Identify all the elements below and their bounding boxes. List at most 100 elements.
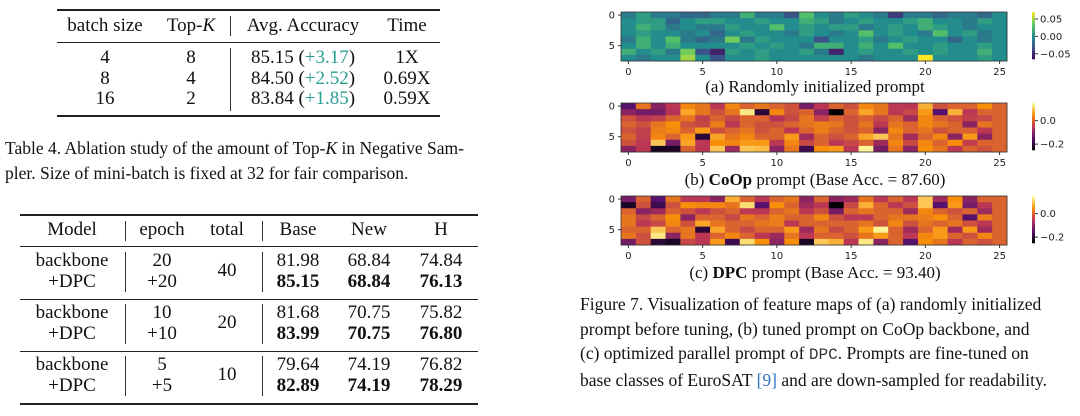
y-tick-label: 5 — [609, 41, 615, 52]
heatmap-cell — [888, 145, 904, 153]
heatmap-cell — [873, 36, 889, 44]
header-top-k: Top-K — [153, 16, 229, 36]
heatmap-cell — [710, 220, 726, 228]
heatmap-cell — [977, 220, 993, 228]
heatmap-cell — [665, 121, 681, 128]
heatmap-cell — [814, 18, 830, 25]
heatmap-frame — [620, 195, 1008, 246]
colorbar-segment — [1032, 19, 1035, 21]
column-divider — [262, 252, 263, 292]
heatmap-cell — [932, 12, 949, 19]
heatmap-cell — [828, 54, 845, 62]
heatmap-cell — [635, 145, 652, 153]
heatmap-cell — [784, 202, 800, 209]
heatmap-cell — [917, 115, 934, 122]
heatmap-cell — [724, 196, 741, 203]
heatmap-cell — [917, 36, 934, 44]
heatmap-cell — [858, 133, 874, 141]
heatmap-cell — [917, 196, 934, 203]
heatmap-cell — [917, 18, 934, 25]
epoch-cell: 5 — [157, 354, 167, 375]
heatmap-cell — [977, 196, 993, 203]
heatmap-cell — [754, 208, 770, 215]
heatmap-cell — [680, 220, 696, 228]
colorbar-segment — [1032, 144, 1035, 146]
heatmap-cell — [992, 36, 1008, 44]
heatmap-cell — [917, 208, 934, 215]
heatmap-cell — [873, 24, 889, 31]
column-divider — [262, 221, 263, 241]
heatmap-cell — [873, 133, 889, 141]
heatmap-cell — [873, 109, 889, 116]
heatmap-cell — [858, 109, 874, 116]
colorbar-segment — [1032, 224, 1035, 226]
accuracy-gain: +2.52 — [304, 67, 349, 89]
heatmap-cell — [754, 54, 770, 62]
heatmap-cell — [843, 145, 859, 153]
heatmap-cell — [814, 30, 830, 37]
accuracy-gain: +3.17 — [304, 47, 349, 68]
heatmap-cell — [977, 121, 993, 128]
heatmap-cell — [932, 238, 949, 246]
heatmap-cell — [962, 226, 978, 234]
column-divider — [262, 356, 263, 396]
heatmap-cell — [903, 196, 919, 203]
heatmap-cell — [903, 238, 919, 246]
heatmap-cell — [828, 121, 845, 128]
heatmap-cell — [843, 220, 859, 228]
heatmap-cell — [739, 48, 756, 56]
accuracy-value: 84.50 — [250, 67, 294, 89]
heatmap-cell — [665, 103, 681, 110]
subfigure-caption-c: (c) DPC prompt (Base Acc. = 93.40) — [615, 263, 1015, 283]
heatmap-cell — [903, 109, 919, 116]
y-tick-label: 5 — [609, 132, 615, 143]
citation-link[interactable]: [9] — [756, 369, 777, 390]
heatmap-cell — [843, 127, 859, 135]
heatmap-cell — [621, 226, 637, 234]
h-cell: 74.84 — [419, 250, 463, 271]
heatmap-cell — [739, 30, 756, 37]
colorbar-segment — [1032, 103, 1035, 105]
model-cell: +DPC — [48, 375, 96, 396]
heatmap-cell — [621, 139, 637, 147]
heatmap-cell — [962, 208, 978, 215]
heatmap-cell — [858, 220, 874, 228]
x-tick-label: 15 — [845, 251, 858, 262]
heatmap-cell — [724, 48, 741, 56]
colorbar-segment — [1032, 132, 1035, 134]
heatmap-cell — [858, 121, 874, 128]
heatmap-cell — [843, 139, 859, 147]
heatmap-cell — [724, 220, 741, 228]
colorbar-segment — [1032, 17, 1035, 20]
heatmap-cell — [903, 133, 919, 141]
heatmap-cell — [992, 238, 1008, 246]
colorbar-segment — [1032, 206, 1035, 209]
heatmap-cell — [665, 24, 681, 31]
heatmap-cell — [903, 54, 919, 62]
heatmap-cell — [784, 232, 800, 240]
heatmap-cell — [858, 115, 874, 122]
colorbar-segment — [1032, 240, 1035, 243]
heatmap-cell — [739, 220, 756, 228]
accuracy-gain: +1.85 — [304, 88, 349, 109]
heatmap-cell — [680, 214, 696, 221]
colorbar-segment — [1032, 199, 1035, 201]
heatmap-cell — [932, 36, 949, 44]
heatmap-cell — [695, 202, 711, 209]
heatmap-cell — [814, 109, 830, 116]
h-cell: 75.82 — [419, 302, 463, 323]
heatmap-cell — [754, 133, 770, 141]
column-divider — [125, 252, 126, 292]
heatmap-cell — [635, 36, 652, 44]
heatmap-cell — [962, 109, 978, 116]
heatmap-cell — [962, 145, 978, 153]
colorbar-segment — [1032, 24, 1035, 27]
heatmap-cell — [858, 145, 874, 153]
heatmap-cell — [621, 24, 637, 31]
heatmap-cell — [635, 208, 652, 215]
colorbar-segment — [1032, 51, 1035, 54]
heatmap-cell — [784, 220, 800, 228]
heatmap-cell — [665, 115, 681, 122]
heatmap-cell — [769, 115, 785, 122]
heatmap-cell — [784, 42, 800, 50]
